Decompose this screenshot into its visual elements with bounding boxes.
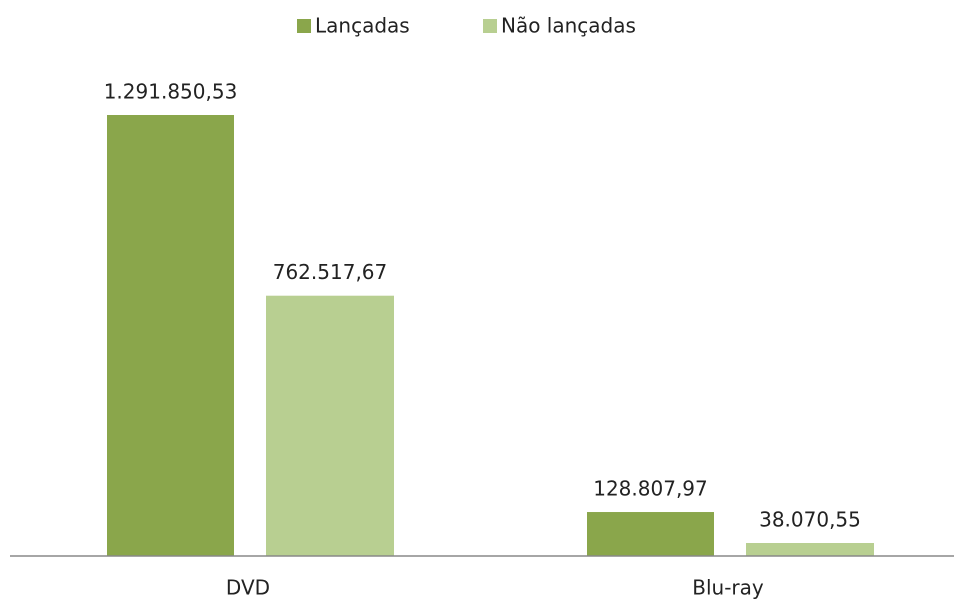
legend-swatch [297, 19, 311, 33]
x-tick-label: Blu-ray [692, 576, 764, 600]
data-label: 762.517,67 [273, 260, 388, 284]
data-label: 38.070,55 [759, 508, 861, 532]
data-label: 128.807,97 [593, 477, 708, 501]
data-label: 1.291.850,53 [104, 80, 238, 104]
legend-label: Não lançadas [501, 14, 636, 38]
legend-label: Lançadas [315, 14, 410, 38]
bar [107, 115, 234, 556]
bar [587, 512, 714, 556]
x-tick-label: DVD [226, 576, 270, 600]
bar [746, 543, 874, 556]
legend-swatch [483, 19, 497, 33]
bar [266, 295, 394, 556]
